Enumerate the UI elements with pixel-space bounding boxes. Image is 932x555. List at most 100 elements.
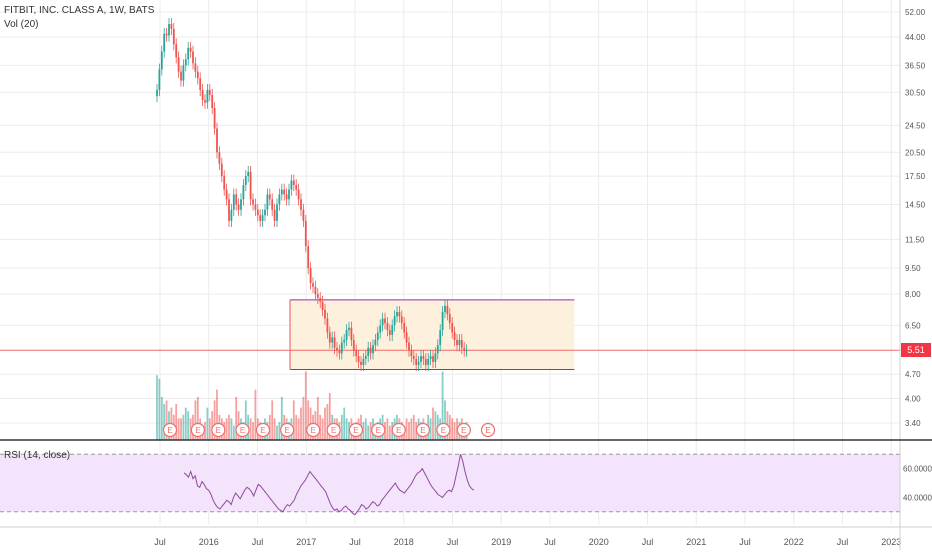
volume-bar <box>187 411 190 440</box>
candle-body <box>160 51 163 70</box>
candle-body <box>441 312 444 331</box>
candle-body <box>381 318 384 326</box>
earnings-marker <box>255 422 271 438</box>
candle-body <box>458 339 461 346</box>
earnings-label: E <box>420 426 425 435</box>
volume-bar <box>369 422 372 440</box>
earnings-marker <box>280 422 295 438</box>
candle-body <box>417 361 420 365</box>
y-tick-label: 30.50 <box>905 88 926 97</box>
candle-body <box>228 199 230 221</box>
earnings-label: E <box>195 426 200 435</box>
x-tick-label: 2020 <box>589 537 609 547</box>
volume-bar <box>278 422 281 440</box>
candle-body <box>187 47 190 60</box>
candle-body <box>302 209 305 221</box>
y-tick-label: 17.50 <box>905 172 926 181</box>
x-tick-label: 2018 <box>394 537 414 547</box>
candle-body <box>463 347 466 351</box>
candle-body <box>211 94 214 108</box>
candle-body <box>271 199 274 210</box>
rsi-tick-label: 40.0000 <box>903 493 932 502</box>
candle-body <box>177 57 180 72</box>
y-tick-label: 20.50 <box>905 148 926 157</box>
earnings-label: E <box>461 426 466 435</box>
volume-bar <box>295 414 298 440</box>
volume-bar <box>182 414 185 440</box>
symbol-title: FITBIT, INC. CLASS A, 1W, BATS <box>4 5 155 16</box>
candle-body <box>307 246 310 269</box>
x-tick-label: Jul <box>544 537 556 547</box>
candle-body <box>288 189 290 200</box>
earnings-label: E <box>485 426 490 435</box>
candle-body <box>223 176 226 190</box>
earnings-marker <box>436 422 451 438</box>
earnings-label: E <box>331 426 336 435</box>
volume-bar <box>345 418 348 440</box>
volume-bar <box>343 407 346 440</box>
x-tick-label: Jul <box>447 537 459 547</box>
candle-body <box>261 215 264 221</box>
candle-body <box>297 189 300 200</box>
candle-body <box>295 184 298 190</box>
volume-bar <box>249 418 252 440</box>
candle-body <box>244 176 247 185</box>
candle-body <box>199 78 202 90</box>
volume-bar <box>228 414 230 440</box>
candle-body <box>276 204 278 221</box>
candle-body <box>393 316 396 326</box>
candle-body <box>434 353 437 362</box>
volume-bar <box>340 414 343 440</box>
volume-bar <box>196 396 199 440</box>
candle-body <box>237 204 240 210</box>
volume-bar <box>180 418 182 440</box>
x-tick-label: 2023 <box>881 537 901 547</box>
candle-body <box>439 330 442 346</box>
volume-bar <box>163 404 166 440</box>
volume-bar <box>276 425 278 440</box>
volume-bar <box>175 404 178 440</box>
y-tick-label: 9.50 <box>905 264 921 273</box>
candle-body <box>158 69 161 90</box>
candle-body <box>232 194 235 210</box>
candle-body <box>444 305 446 313</box>
candle-body <box>362 358 365 365</box>
candle-body <box>451 323 454 333</box>
candle-body <box>168 24 170 36</box>
candle-body <box>283 189 286 195</box>
candle-body <box>424 358 427 365</box>
earnings-marker <box>306 422 321 438</box>
volume-bar <box>211 411 214 440</box>
candle-body <box>225 189 228 200</box>
candle-body <box>194 63 197 72</box>
volume-bar <box>367 425 370 440</box>
candle-body <box>352 339 355 351</box>
candle-body <box>340 342 343 354</box>
candle-body <box>331 337 334 343</box>
earnings-marker <box>211 422 226 438</box>
volume-bar <box>244 400 247 440</box>
volume-legend: Vol (20) <box>4 19 39 30</box>
rsi-tick-label: 60.0000 <box>903 465 932 474</box>
grid-layer <box>0 0 900 527</box>
candle-body <box>398 312 401 317</box>
volume-bar <box>184 407 187 440</box>
candle-body <box>357 356 360 362</box>
candle-body <box>220 163 223 177</box>
y-tick-label: 3.40 <box>905 419 921 428</box>
y-tick-label: 24.50 <box>905 121 926 130</box>
earnings-marker <box>415 422 431 438</box>
candle-body <box>379 325 382 333</box>
volume-bar <box>326 404 329 440</box>
volume-bar <box>292 400 295 440</box>
candle-body <box>369 347 372 354</box>
candle-body <box>405 332 408 343</box>
volume-bar <box>216 389 218 440</box>
volume-bar <box>302 396 305 440</box>
candle-body <box>201 89 204 100</box>
candle-body <box>324 309 326 319</box>
candle-body <box>400 316 403 324</box>
